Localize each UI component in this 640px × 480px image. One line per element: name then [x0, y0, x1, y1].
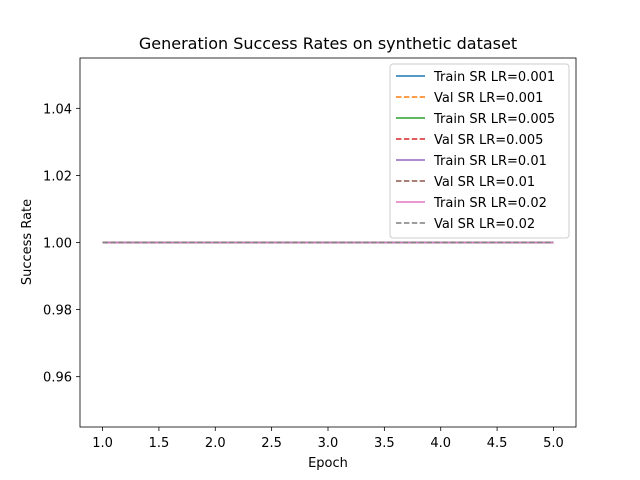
y-tick-label: 1.02: [43, 169, 72, 184]
legend-label: Train SR LR=0.02: [433, 196, 547, 211]
y-axis-label: Success Rate: [20, 199, 35, 285]
y-tick-label: 0.98: [43, 304, 72, 319]
x-tick-label: 2.0: [205, 436, 226, 451]
legend-label: Train SR LR=0.005: [433, 112, 555, 127]
x-tick-label: 5.0: [543, 436, 564, 451]
x-tick-label: 3.0: [318, 436, 339, 451]
y-tick-label: 1.00: [43, 237, 72, 252]
x-tick-label: 1.5: [149, 436, 170, 451]
x-axis: 1.0 1.5 2.0 2.5 3.0 3.5 4.0 4.5 5.0: [92, 427, 564, 451]
legend-box: [389, 63, 570, 239]
y-tick-label: 1.04: [43, 102, 72, 117]
y-tick-label: 0.96: [43, 371, 72, 386]
legend-label: Val SR LR=0.02: [434, 217, 535, 232]
legend-label: Val SR LR=0.01: [434, 175, 535, 190]
x-axis-label: Epoch: [308, 456, 348, 471]
x-tick-label: 4.0: [430, 436, 451, 451]
legend-label: Val SR LR=0.001: [434, 91, 543, 106]
legend-label: Train SR LR=0.001: [433, 70, 555, 85]
chart-title: Generation Success Rates on synthetic da…: [139, 34, 517, 53]
x-tick-label: 1.0: [92, 436, 113, 451]
legend-label: Val SR LR=0.005: [434, 133, 543, 148]
legend-label: Train SR LR=0.01: [433, 154, 547, 169]
x-tick-label: 2.5: [261, 436, 282, 451]
x-tick-label: 4.5: [487, 436, 508, 451]
y-axis: 0.96 0.98 1.00 1.02 1.04: [43, 102, 80, 386]
x-tick-label: 3.5: [374, 436, 395, 451]
legend: Train SR LR=0.001 Val SR LR=0.001 Train SR…: [389, 63, 570, 239]
